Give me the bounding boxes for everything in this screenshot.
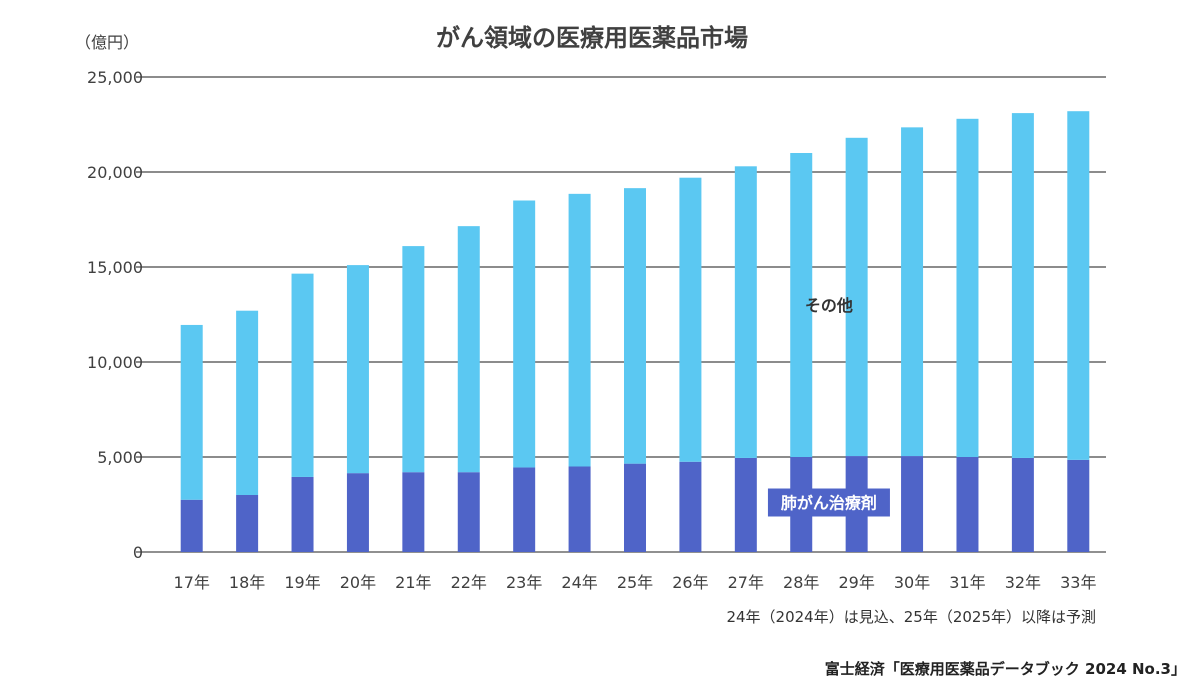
y-tick-label: 15,000 (87, 258, 143, 277)
bar-segment-other (457, 226, 480, 473)
lung-cancer-label: 肺がん治療剤 (781, 494, 877, 513)
bar-segment-lung-cancer (513, 467, 536, 552)
bar-segment-other (513, 200, 536, 468)
bar-segment-lung-cancer (291, 476, 314, 552)
x-axis-ticks: 17年 18年 19年 20年 21年 22年 23年 24年 25年 26年 27年 28年 29年 3… (174, 573, 1097, 592)
x-tick-label: 24年 (561, 573, 597, 592)
x-tick-label: 17年 (174, 573, 210, 592)
bar-segment-lung-cancer (1011, 457, 1034, 552)
bars (180, 111, 1090, 552)
bar-segment-other (790, 153, 813, 457)
bar-segment-lung-cancer (901, 456, 924, 552)
y-tick-label: 10,000 (87, 353, 143, 372)
bar-segment-lung-cancer (734, 457, 757, 552)
bar-segment-lung-cancer (624, 463, 646, 552)
bar-segment-other (1011, 113, 1034, 458)
source-credit: 富士経済「医療用医薬品データブック 2024 No.3」 (825, 660, 1186, 678)
bar-segment-other (236, 310, 259, 495)
x-tick-label: 30年 (894, 573, 930, 592)
other-label: その他 (805, 296, 853, 315)
bar-segment-other (180, 324, 203, 500)
bar-segment-other (956, 118, 979, 458)
bar-segment-lung-cancer (679, 461, 702, 552)
bar-segment-lung-cancer (236, 495, 259, 552)
forecast-note: 24年（2024年）は見込、25年（2025年）以降は予測 (726, 608, 1096, 626)
y-tick-label: 25,000 (87, 68, 143, 87)
x-tick-label: 33年 (1060, 573, 1096, 592)
bar-segment-other (346, 265, 369, 474)
y-axis-unit: （億円） (75, 33, 139, 52)
bar-segment-lung-cancer (1067, 459, 1090, 552)
x-tick-label: 23年 (506, 573, 542, 592)
y-tick-label: 20,000 (87, 163, 143, 182)
y-axis-ticks: 0 5,000 10,000 15,000 20,000 25,000 (87, 68, 143, 562)
x-tick-label: 32年 (1005, 573, 1041, 592)
y-tick-label: 0 (133, 543, 143, 562)
bar-segment-lung-cancer (956, 457, 979, 552)
x-tick-label: 31年 (949, 573, 985, 592)
x-tick-label: 29年 (838, 573, 874, 592)
y-tick-label: 5,000 (97, 448, 143, 467)
bar-segment-other (624, 188, 646, 464)
x-tick-label: 21年 (395, 573, 431, 592)
bar-segment-lung-cancer (457, 472, 480, 552)
chart-title: がん領域の医療用医薬品市場 (436, 24, 748, 52)
bar-segment-other (734, 166, 757, 458)
x-tick-label: 19年 (284, 573, 320, 592)
bar-segment-lung-cancer (346, 473, 369, 552)
x-tick-label: 27年 (728, 573, 764, 592)
bar-segment-lung-cancer (180, 499, 203, 552)
bar-segment-lung-cancer (402, 472, 425, 552)
x-tick-label: 18年 (229, 573, 265, 592)
x-tick-label: 20年 (340, 573, 376, 592)
bar-segment-lung-cancer (568, 466, 591, 552)
bar-segment-other (1067, 111, 1090, 460)
bar-segment-other (845, 137, 868, 457)
lung-cancer-label-box (767, 488, 890, 517)
bar-segment-other (901, 127, 924, 457)
x-tick-label: 26年 (672, 573, 708, 592)
bar-segment-other (568, 193, 591, 467)
x-tick-label: 25年 (617, 573, 653, 592)
x-tick-label: 28年 (783, 573, 819, 592)
bar-segment-other (679, 177, 702, 462)
x-tick-label: 22年 (451, 573, 487, 592)
bar-segment-other (402, 246, 425, 473)
bar-segment-other (291, 273, 314, 477)
